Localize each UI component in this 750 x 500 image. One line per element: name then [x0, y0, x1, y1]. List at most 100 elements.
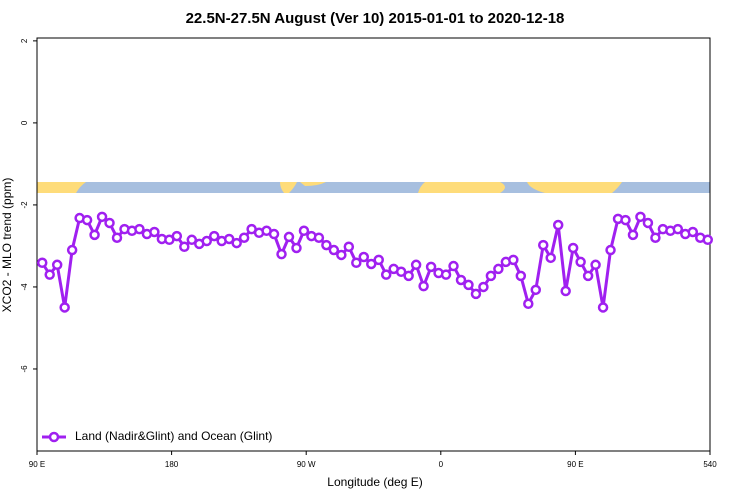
data-point: [597, 302, 609, 313]
series-group: [336, 249, 347, 261]
series-group: [560, 285, 571, 297]
series-group: [440, 269, 452, 280]
data-point: [418, 280, 429, 292]
series-group: [373, 254, 384, 266]
data-point: [44, 269, 55, 280]
series-group: [36, 257, 48, 269]
series-group: [268, 228, 280, 240]
data-point: [395, 266, 407, 278]
data-point: [59, 302, 70, 313]
series-group: [403, 270, 414, 282]
data-point: [463, 279, 474, 291]
series-group: [687, 226, 699, 238]
data-point: [223, 233, 235, 245]
data-point: [96, 211, 108, 223]
legend-marker: [48, 431, 60, 443]
data-point: [291, 242, 302, 254]
data-point: [687, 226, 699, 238]
data-point: [336, 249, 347, 261]
data-point: [650, 232, 661, 243]
series-group: [567, 242, 579, 254]
data-point: [620, 214, 631, 226]
series-group: [134, 223, 145, 235]
data-point: [186, 234, 198, 246]
data-point: [283, 231, 295, 243]
series-group: [276, 248, 287, 260]
data-point: [560, 285, 571, 297]
data-point: [508, 254, 519, 266]
series-group: [605, 244, 616, 256]
series-group: [291, 242, 302, 254]
series-group: [111, 232, 123, 243]
series-group: [283, 231, 295, 243]
data-point: [605, 244, 616, 256]
series-group: [672, 223, 684, 235]
series-group: [238, 232, 250, 243]
series-group: [366, 258, 377, 270]
x-tick-label: 0: [439, 460, 444, 469]
series-group: [380, 269, 392, 280]
series-group: [493, 263, 504, 275]
data-point: [455, 274, 467, 286]
series-group: [590, 259, 601, 271]
y-tick-label: 2: [20, 38, 29, 43]
data-point: [515, 270, 527, 282]
data-point: [530, 284, 542, 296]
data-point: [171, 230, 183, 242]
series-group: [104, 217, 115, 229]
series-group: [171, 230, 183, 242]
series-group: [523, 298, 534, 310]
data-point: [238, 232, 250, 243]
series-group: [620, 214, 631, 226]
x-tick-label: 180: [165, 460, 179, 469]
series-group: [702, 234, 714, 246]
series-group: [485, 270, 497, 282]
data-point: [403, 270, 414, 282]
data-point: [448, 260, 459, 272]
series-group: [321, 239, 332, 251]
series-group: [470, 288, 482, 300]
series-group: [179, 241, 190, 253]
series-group: [635, 211, 646, 223]
series-group: [395, 266, 407, 278]
series-group: [597, 302, 609, 313]
data-point: [321, 239, 332, 251]
data-point: [81, 214, 93, 226]
series-group: [650, 232, 661, 243]
data-point: [268, 228, 280, 240]
data-point: [104, 217, 115, 229]
data-point: [343, 241, 355, 253]
data-point: [627, 229, 639, 241]
data-point: [478, 281, 489, 293]
series-group: [223, 233, 235, 245]
series-group: [231, 237, 242, 249]
x-tick-label: 90 W: [297, 460, 316, 469]
data-point: [410, 259, 422, 271]
data-point: [89, 229, 100, 241]
data-point: [66, 244, 78, 256]
series-group: [208, 230, 220, 242]
series-group: [59, 302, 70, 313]
series-group: [313, 232, 325, 243]
data-point: [134, 223, 145, 235]
series-group: [530, 284, 542, 296]
x-tick-label: 90 E: [29, 460, 45, 469]
data-point: [642, 217, 654, 229]
data-point: [575, 256, 586, 268]
y-tick-label: -2: [20, 201, 29, 209]
series-group: [96, 211, 108, 223]
x-tick-label: 90 E: [567, 460, 583, 469]
data-point: [179, 241, 190, 253]
data-point: [493, 263, 504, 275]
data-point: [567, 242, 579, 254]
series-group: [201, 235, 212, 247]
data-point: [672, 223, 684, 235]
data-point: [313, 232, 325, 243]
map-strip: [37, 182, 710, 193]
data-point: [298, 225, 310, 237]
series-group: [448, 260, 459, 272]
data-point: [440, 269, 452, 280]
data-point: [425, 261, 437, 273]
data-point: [485, 270, 497, 282]
